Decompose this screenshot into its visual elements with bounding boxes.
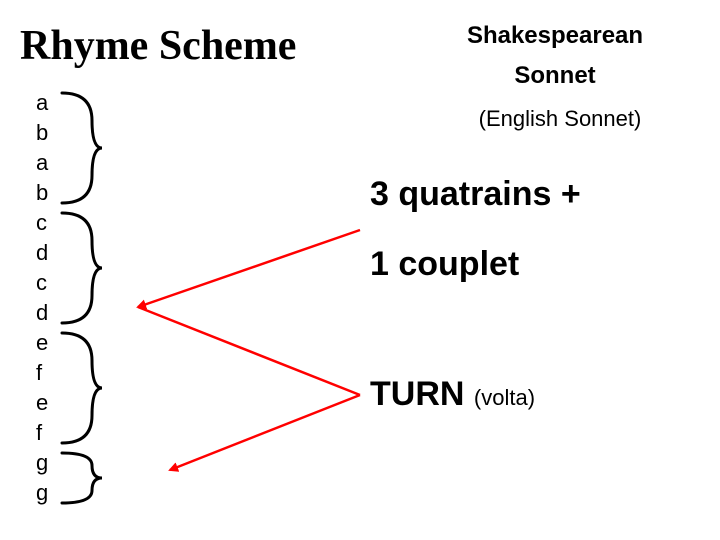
arrow-line <box>138 307 360 395</box>
brace <box>62 213 102 323</box>
arrow-line <box>170 395 360 470</box>
diagram-stage: Rhyme Scheme Shakespearean Sonnet (Engli… <box>0 0 720 540</box>
brace <box>62 333 102 443</box>
brace <box>62 453 102 503</box>
brace <box>62 93 102 203</box>
arrow-line <box>138 230 360 307</box>
overlay-svg <box>0 0 720 540</box>
